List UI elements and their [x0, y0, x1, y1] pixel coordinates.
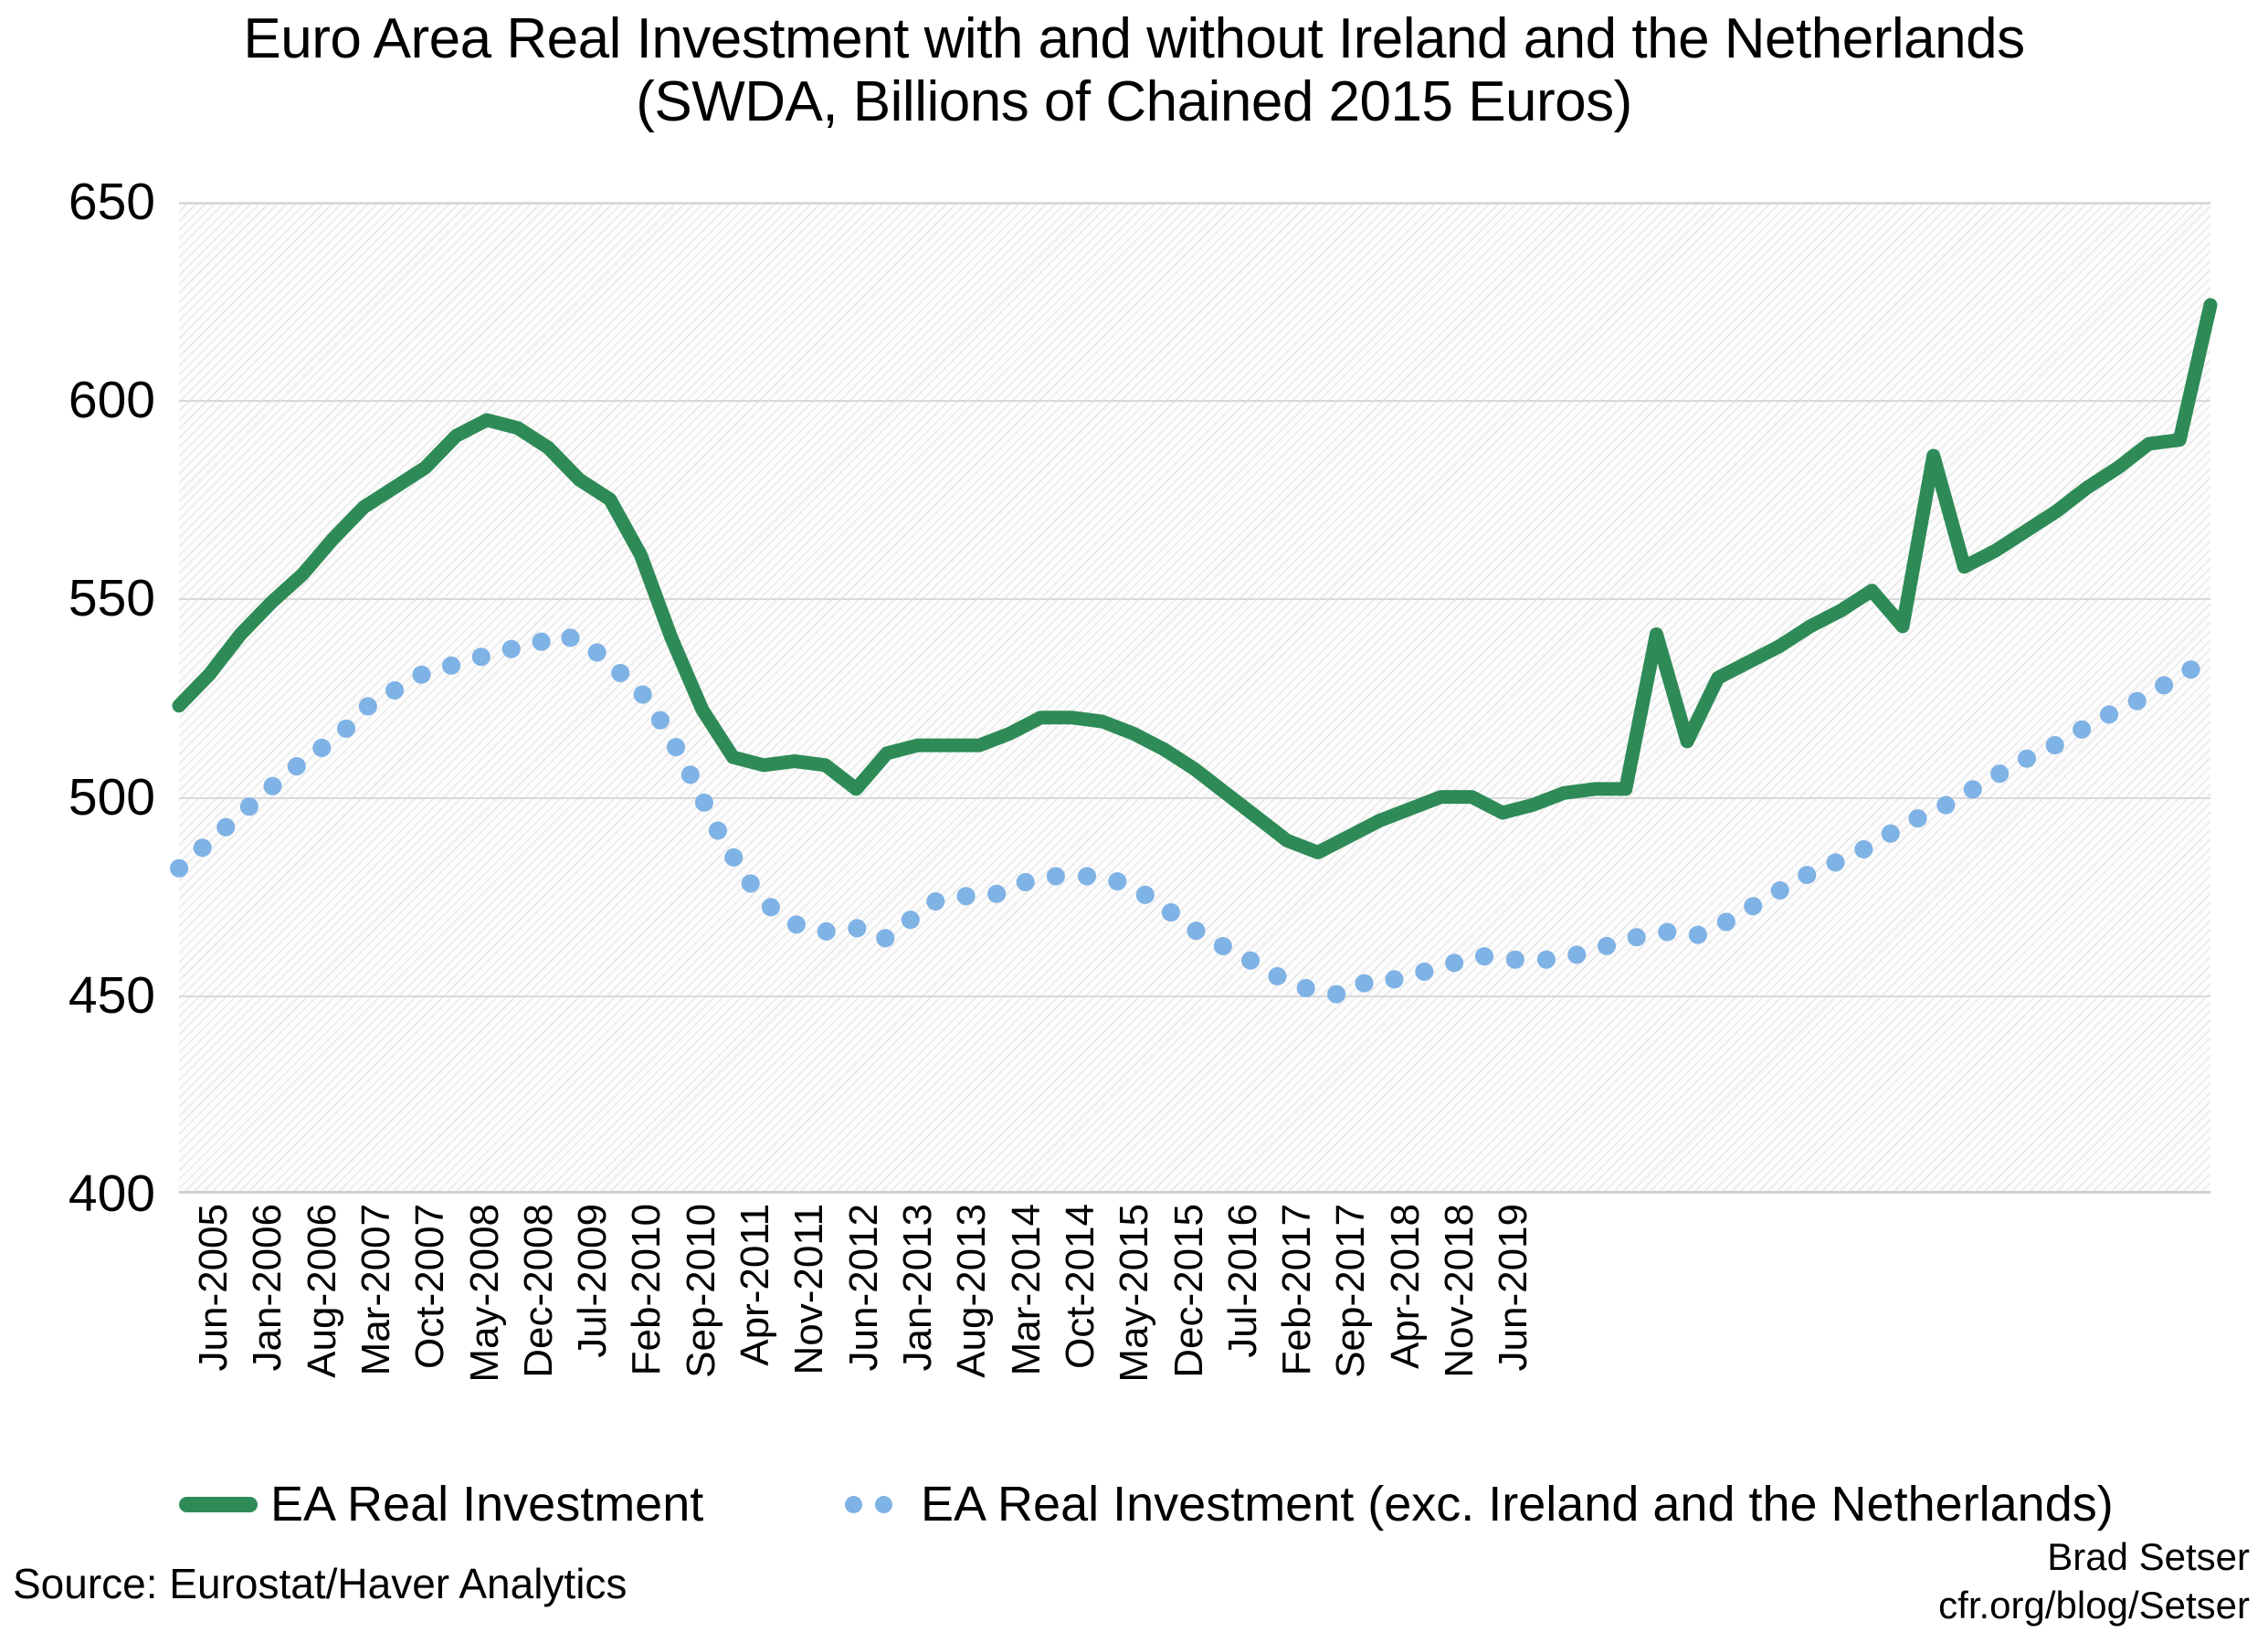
- x-axis: Jun-2005 Jan-2006 Aug-2006 Mar-2007 Oct-2007…: [179, 1204, 2210, 1459]
- chart-title: Euro Area Real Investment with and witho…: [0, 7, 2268, 134]
- y-axis-tick-label: 400: [68, 1164, 155, 1223]
- legend-item-ea-real-investment[interactable]: EA Real Investment: [179, 1472, 703, 1536]
- x-axis-tick-label: Jun-2012: [840, 1204, 886, 1372]
- legend-dot-icon: [845, 1495, 862, 1513]
- x-axis-tick-label: Apr-2011: [733, 1204, 778, 1366]
- chart-title-line-1: Euro Area Real Investment with and witho…: [243, 7, 2025, 70]
- x-axis-tick-label: Mar-2007: [353, 1204, 398, 1376]
- gridline-550: [179, 598, 2210, 601]
- x-axis-tick-label: Aug-2013: [949, 1204, 995, 1378]
- x-axis-tick-label: Sep-2017: [1328, 1204, 1374, 1378]
- y-axis-tick-label: 600: [68, 371, 155, 430]
- plot-top-border: [179, 202, 2210, 205]
- data-series-svg: [179, 202, 2210, 1194]
- attribution-block: Brad Setser cfr.org/blog/Setser: [1938, 1532, 2250, 1629]
- y-axis-tick-label: 550: [68, 569, 155, 628]
- gridline-600: [179, 400, 2210, 403]
- y-axis-tick-label: 500: [68, 767, 155, 827]
- y-axis-tick-label: 450: [68, 965, 155, 1025]
- blog-url: cfr.org/blog/Setser: [1938, 1584, 2250, 1627]
- series-line-ea-real-investment: [179, 305, 2210, 852]
- x-axis-tick-label: Dec-2015: [1166, 1204, 1211, 1378]
- legend-dot-icon: [875, 1495, 892, 1513]
- source-note: Source: Eurostat/Haver Analytics: [13, 1560, 628, 1607]
- legend-label-series-2: EA Real Investment (exc. Ireland and the…: [921, 1477, 2114, 1532]
- x-axis-tick-label: Feb-2010: [624, 1204, 670, 1376]
- gridline-500: [179, 796, 2210, 799]
- x-axis-tick-label: Nov-2011: [786, 1204, 832, 1375]
- x-axis-tick-label: Jul-2009: [570, 1204, 616, 1358]
- gridline-450: [179, 995, 2210, 997]
- plot-bottom-border: [179, 1191, 2210, 1194]
- x-axis-tick-label: Jul-2016: [1219, 1204, 1265, 1358]
- x-axis-tick-label: Mar-2014: [1003, 1204, 1049, 1376]
- x-axis-tick-label: Apr-2018: [1382, 1204, 1428, 1370]
- x-axis-tick-label: Jun-2019: [1491, 1204, 1536, 1372]
- x-axis-tick-label: Dec-2008: [515, 1204, 561, 1378]
- x-axis-tick-label: Feb-2017: [1274, 1204, 1320, 1376]
- x-axis-tick-label: Jun-2005: [191, 1204, 236, 1372]
- legend-dotted-line-swatch: [829, 1495, 908, 1513]
- legend-label-series-1: EA Real Investment: [270, 1477, 704, 1532]
- x-axis-tick-label: May-2008: [461, 1204, 507, 1383]
- plot-area: [179, 202, 2210, 1194]
- y-axis: 400 450 500 550 600 650: [0, 0, 179, 1632]
- series-line-ea-real-investment-excl: [179, 635, 2210, 995]
- legend-item-ea-real-investment-excl[interactable]: EA Real Investment (exc. Ireland and the…: [829, 1472, 2114, 1536]
- x-axis-tick-label: Sep-2010: [678, 1204, 723, 1378]
- x-axis-tick-label: Jan-2006: [245, 1204, 290, 1372]
- x-axis-tick-label: Jan-2013: [894, 1204, 940, 1372]
- author-name: Brad Setser: [2047, 1535, 2250, 1578]
- x-axis-tick-label: Oct-2007: [407, 1204, 453, 1369]
- x-axis-tick-label: Nov-2018: [1437, 1204, 1482, 1378]
- x-axis-tick-label: Oct-2014: [1057, 1204, 1102, 1369]
- x-axis-tick-label: Aug-2006: [299, 1204, 344, 1378]
- legend-solid-line-swatch: [179, 1496, 258, 1512]
- chart-legend: EA Real Investment EA Real Investment (e…: [179, 1472, 2225, 1536]
- y-axis-tick-label: 650: [68, 173, 155, 231]
- plot-background: [179, 202, 2210, 1194]
- chart-title-line-2: (SWDA, Billions of Chained 2015 Euros): [636, 70, 1632, 134]
- x-axis-tick-label: May-2015: [1112, 1204, 1157, 1383]
